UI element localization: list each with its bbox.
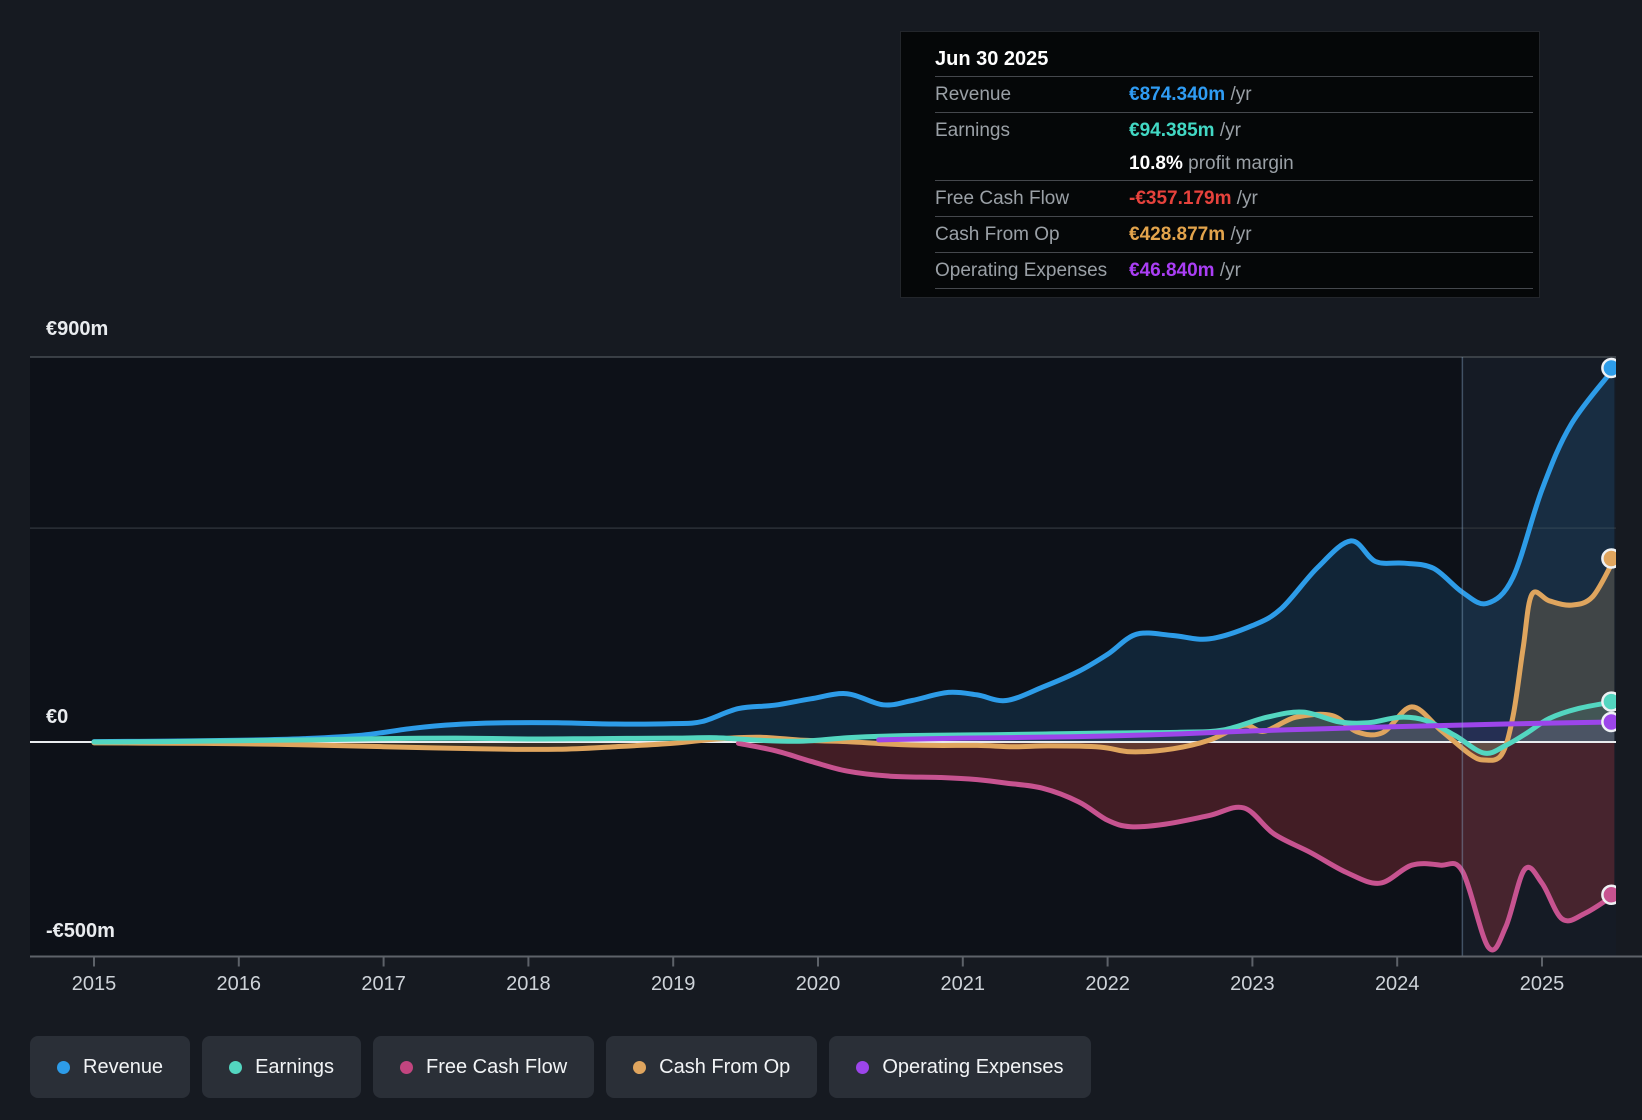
free-cash-flow-legend-dot-icon — [400, 1060, 413, 1074]
legend-item-label: Free Cash Flow — [426, 1055, 568, 1078]
x-axis-year-label: 2024 — [1375, 973, 1420, 995]
free-cash-flow-line — [735, 740, 1616, 953]
tooltip-value-revenue: €874.340m /yr — [1129, 83, 1252, 105]
legend-item-cash-from-op[interactable]: Cash From Op — [606, 1036, 818, 1098]
tooltip-row-operating-expenses: Operating Expenses €46.840m /yr — [935, 252, 1533, 289]
x-axis-year-label: 2015 — [72, 973, 117, 995]
x-axis-year-label: 2025 — [1520, 973, 1565, 995]
y-axis-label-900m: €900m — [46, 318, 109, 340]
tooltip-row-cash-from-op: Cash From Op €428.877m /yr — [935, 216, 1533, 252]
cash-from-op-legend-dot-icon — [633, 1060, 647, 1074]
operating-expenses-endpoint-marker — [1601, 711, 1616, 733]
tooltip-value-earnings: €94.385m /yr — [1129, 119, 1241, 141]
cash-from-op-endpoint-marker — [1601, 548, 1616, 569]
series-group — [30, 357, 1616, 953]
chart-tooltip: Jun 30 2025 Revenue €874.340m /yr Earnin… — [900, 31, 1540, 298]
legend-item-revenue[interactable]: Revenue — [30, 1036, 191, 1098]
legend-item-label: Operating Expenses — [882, 1055, 1064, 1078]
cash-from-op-line — [91, 556, 1616, 763]
plot-background — [30, 357, 1616, 957]
x-axis-year-label: 2022 — [1085, 973, 1130, 995]
tooltip-date: Jun 30 2025 — [935, 48, 1049, 70]
tooltip-label-free-cash-flow: Free Cash Flow — [935, 187, 1070, 209]
earnings-legend-dot-icon — [229, 1060, 243, 1074]
x-axis-year-label: 2020 — [796, 973, 841, 995]
legend-item-free-cash-flow[interactable]: Free Cash Flow — [373, 1036, 595, 1098]
chart-legend: Revenue Earnings Free Cash Flow Cash From O… — [30, 1036, 1091, 1098]
y-axis-label-neg500m: -€500m — [46, 920, 115, 942]
x-axis-year-label: 2023 — [1230, 973, 1275, 995]
earnings-endpoint-marker — [1601, 691, 1616, 712]
recent-period-highlight-band — [1462, 357, 1616, 957]
x-axis-year-label: 2018 — [506, 973, 551, 995]
legend-item-label: Revenue — [83, 1055, 164, 1078]
tooltip-value-cash-from-op: €428.877m /yr — [1129, 223, 1252, 245]
legend-item-operating-expenses[interactable]: Operating Expenses — [829, 1036, 1091, 1098]
legend-item-label: Cash From Op — [659, 1055, 791, 1078]
revenue-line — [91, 365, 1616, 745]
tooltip-row-revenue: Revenue €874.340m /yr — [935, 76, 1533, 112]
revenue-area — [94, 368, 1615, 742]
x-axis-year-label: 2019 — [651, 973, 696, 995]
tooltip-label-earnings: Earnings — [935, 119, 1010, 141]
revenue-legend-dot-icon — [57, 1060, 70, 1074]
operating-expenses-line — [876, 719, 1616, 743]
tooltip-label-operating-expenses: Operating Expenses — [935, 259, 1108, 281]
x-axis-year-label: 2017 — [361, 973, 406, 995]
legend-item-label: Earnings — [255, 1055, 334, 1078]
revenue-endpoint-marker — [1601, 357, 1616, 379]
earnings-line — [91, 699, 1616, 756]
y-axis-label-0: €0 — [46, 706, 69, 728]
profit-margin-value: 10.8% profit margin — [1129, 153, 1294, 174]
x-axis-year-label: 2016 — [217, 973, 262, 995]
free-cash-flow-area — [738, 742, 1615, 950]
tooltip-label-cash-from-op: Cash From Op — [935, 223, 1060, 245]
tooltip-row-earnings: Earnings €94.385m /yr — [935, 112, 1533, 148]
operating-expenses-legend-dot-icon — [856, 1060, 870, 1074]
free-cash-flow-endpoint-marker — [1601, 884, 1616, 906]
tooltip-value-free-cash-flow: -€357.179m /yr — [1129, 187, 1258, 209]
x-axis-year-label: 2021 — [941, 973, 986, 995]
tooltip-row-free-cash-flow: Free Cash Flow -€357.179m /yr — [935, 180, 1533, 216]
tooltip-label-revenue: Revenue — [935, 83, 1012, 105]
tooltip-row-profit-margin: 10.8% profit margin — [935, 148, 1533, 180]
legend-item-earnings[interactable]: Earnings — [202, 1036, 361, 1098]
tooltip-value-operating-expenses: €46.840m /yr — [1129, 259, 1241, 281]
